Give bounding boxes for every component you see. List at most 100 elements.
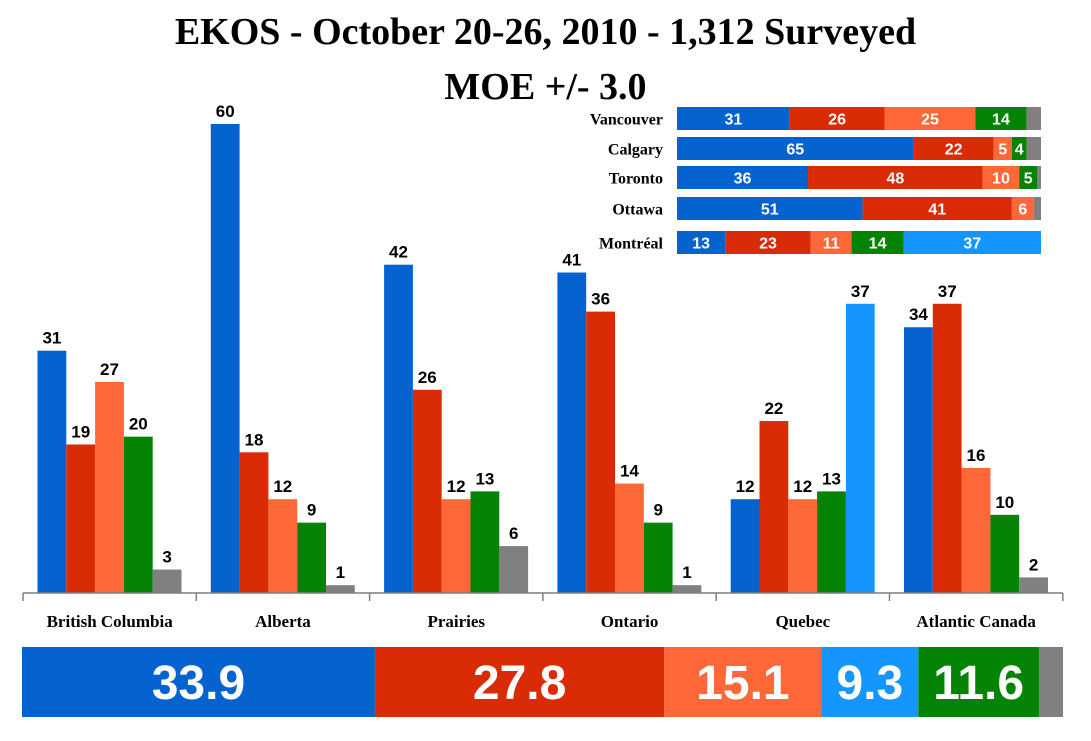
bar-value-label: 10 — [995, 493, 1014, 512]
bar-value-label: 31 — [42, 329, 61, 348]
city-label: Calgary — [608, 142, 663, 159]
bar — [95, 381, 124, 593]
bar — [817, 491, 846, 593]
bar — [412, 389, 442, 593]
national-segment-label: 11.6 — [933, 657, 1024, 710]
bar-value-label: 12 — [447, 477, 466, 496]
city-bar-segment — [725, 231, 811, 254]
city-bar-segment — [677, 197, 863, 220]
bar-value-label: 6 — [509, 524, 518, 543]
city-label: Ottawa — [612, 202, 663, 219]
national-bar-segment — [821, 647, 919, 717]
national-segment-label: 33.9 — [152, 657, 245, 710]
bar-value-label: 60 — [216, 102, 235, 121]
city-label: Toronto — [609, 171, 663, 188]
bar-value-label: 26 — [418, 368, 437, 387]
bar-value-label: 9 — [307, 501, 316, 520]
bar-value-label: 2 — [1029, 555, 1038, 574]
bar-value-label: 36 — [591, 290, 610, 309]
city-segment-label: 5 — [998, 142, 1007, 159]
bar — [990, 514, 1020, 593]
bar-value-label: 37 — [938, 282, 957, 301]
city-segment-label: 14 — [992, 112, 1010, 129]
category-label: Quebec — [775, 612, 830, 631]
chart-subtitle: MOE +/- 3.0 — [444, 66, 647, 108]
category-label: Alberta — [255, 612, 311, 631]
city-segment-label: 25 — [921, 112, 939, 129]
bar — [643, 522, 673, 593]
city-bar-segment — [677, 137, 914, 160]
city-segment-label: 48 — [887, 171, 905, 188]
city-segment-label: 65 — [786, 142, 804, 159]
national-bar-segment — [1039, 647, 1063, 717]
city-bar-segment — [677, 107, 790, 130]
city-bar-segment — [789, 107, 885, 130]
city-segment-label: 13 — [692, 236, 710, 253]
bar — [672, 585, 702, 593]
city-bar-segment — [1019, 166, 1038, 189]
bar — [961, 467, 991, 593]
city-label: Montréal — [599, 236, 664, 253]
city-label: Vancouver — [590, 112, 663, 129]
city-segment-label: 14 — [869, 236, 887, 253]
bar-value-label: 1 — [682, 563, 691, 582]
city-bar-segment — [810, 231, 852, 254]
bar-value-label: 16 — [967, 446, 986, 465]
category-label: Atlantic Canada — [916, 612, 1036, 631]
bar-value-label: 34 — [909, 305, 928, 324]
bar — [932, 303, 962, 593]
city-bar-segment — [677, 231, 726, 254]
city-bar-segment — [1037, 166, 1041, 189]
bar — [845, 303, 875, 593]
bar-value-label: 13 — [475, 469, 494, 488]
bar — [326, 585, 355, 593]
city-bar-segment — [993, 137, 1012, 160]
bar-value-label: 12 — [736, 477, 755, 496]
bar — [470, 491, 500, 593]
bar-value-label: 3 — [162, 548, 171, 567]
chart-title: EKOS - October 20-26, 2010 - 1,312 Surve… — [174, 11, 917, 53]
bar-value-label: 12 — [273, 477, 292, 496]
bar — [759, 421, 789, 593]
bar — [499, 546, 529, 593]
national-segment-label: 15.1 — [696, 657, 789, 710]
city-segment-label: 26 — [828, 112, 846, 129]
national-segment-label: 27.8 — [473, 657, 566, 710]
bar — [37, 350, 67, 593]
bar — [557, 272, 587, 593]
bar-value-label: 20 — [129, 415, 148, 434]
city-segment-label: 11 — [823, 236, 840, 253]
bar — [268, 499, 298, 593]
national-bar-segment — [918, 647, 1040, 717]
bar-value-label: 37 — [851, 282, 870, 301]
city-segment-label: 36 — [734, 171, 752, 188]
bar-value-label: 13 — [822, 469, 841, 488]
bar — [297, 522, 326, 593]
city-segment-label: 31 — [725, 112, 743, 129]
bar — [152, 569, 182, 593]
city-bar-segment — [884, 107, 976, 130]
bar-value-label: 22 — [764, 399, 783, 418]
city-bar-segment — [677, 166, 809, 189]
category-label: Ontario — [601, 612, 659, 631]
national-segment-label: 9.3 — [837, 657, 904, 710]
national-bar-segment — [22, 647, 375, 717]
city-bar-segment — [851, 231, 904, 254]
bar — [239, 452, 269, 593]
city-bar-segment — [903, 231, 1041, 254]
city-segment-label: 51 — [761, 202, 779, 219]
city-bar-segment — [862, 197, 1012, 220]
national-bar-segment — [664, 647, 822, 717]
city-segment-label: 10 — [992, 171, 1010, 188]
bar-value-label: 27 — [100, 360, 119, 379]
city-segment-label: 37 — [963, 236, 981, 253]
national-bar-segment — [374, 647, 665, 717]
bar — [1019, 577, 1048, 593]
city-bar-segment — [1011, 197, 1034, 220]
bar-value-label: 9 — [653, 501, 662, 520]
category-label: Prairies — [427, 612, 485, 631]
city-segment-label: 22 — [945, 142, 963, 159]
city-segment-label: 41 — [928, 202, 946, 219]
city-bar-segment — [1026, 137, 1041, 160]
